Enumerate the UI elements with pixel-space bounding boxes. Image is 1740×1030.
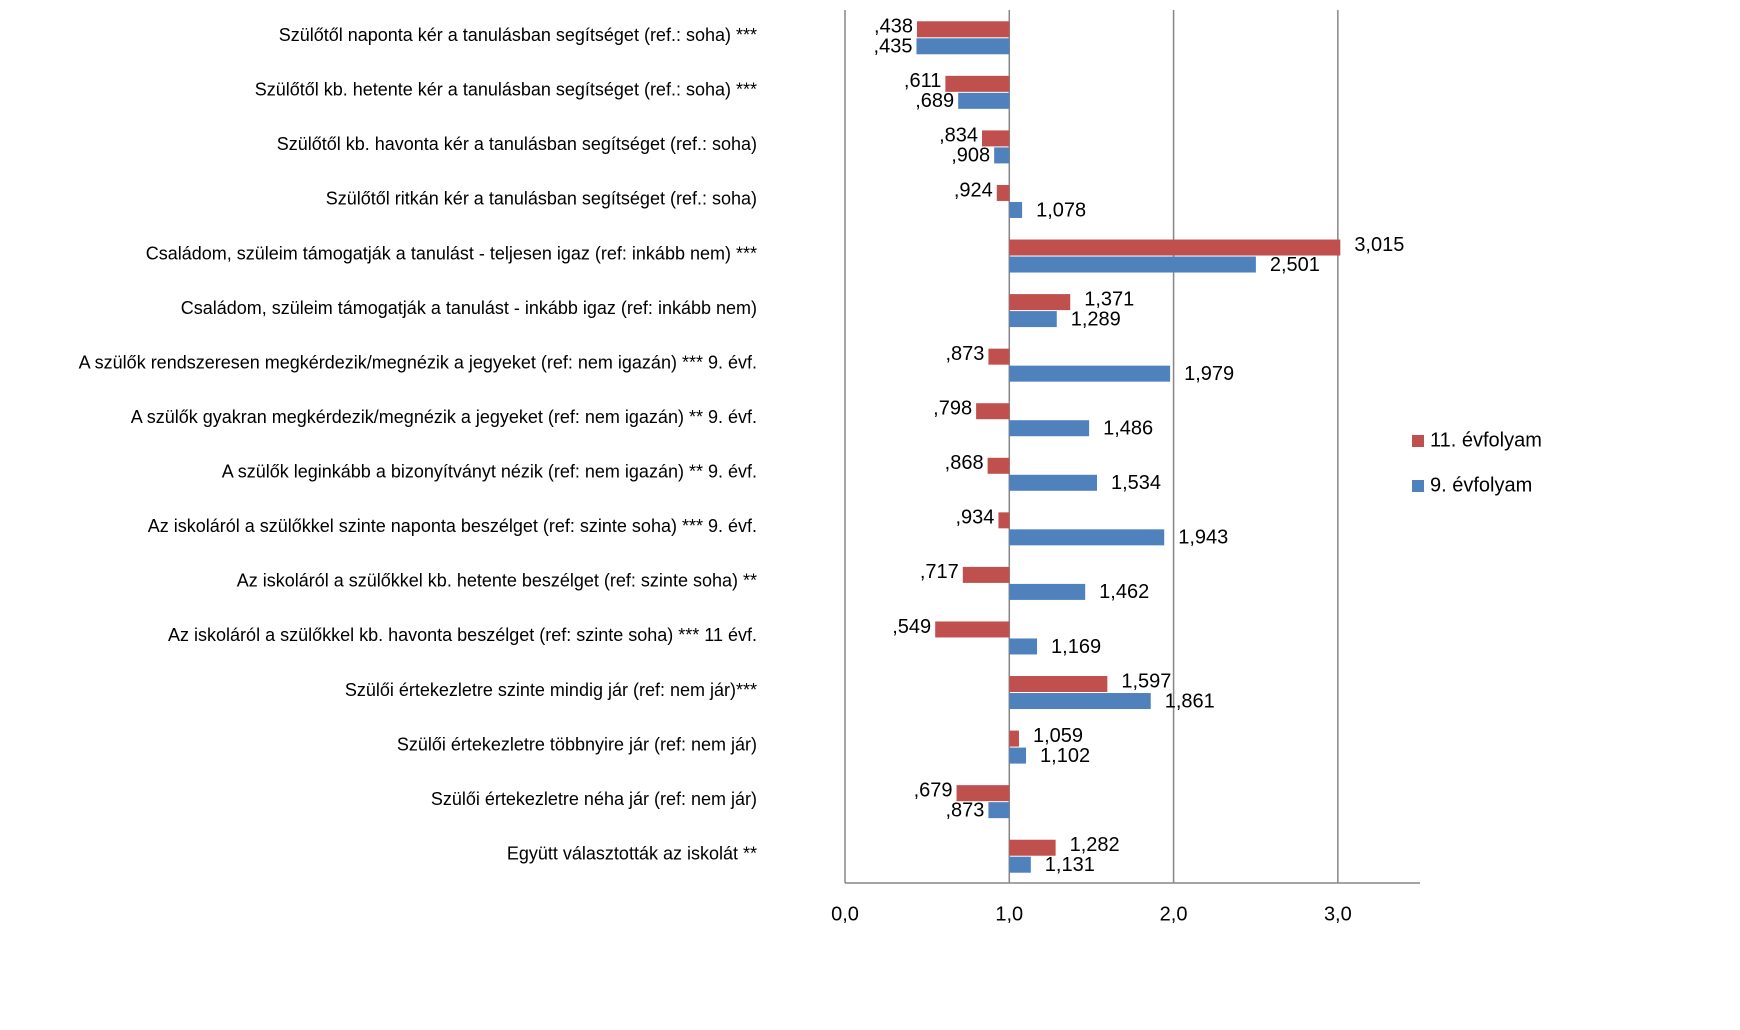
value-label: ,679 bbox=[914, 779, 953, 801]
value-label: 1,486 bbox=[1103, 418, 1153, 440]
value-label: ,834 bbox=[939, 125, 978, 147]
value-label: 2,501 bbox=[1270, 254, 1320, 276]
bar bbox=[996, 184, 1010, 201]
bar bbox=[988, 802, 1010, 819]
y-tick-label: Szülőtől kb. hetente kér a tanulásban se… bbox=[255, 80, 757, 100]
bar bbox=[1009, 693, 1151, 710]
bar bbox=[956, 785, 1010, 802]
value-label: 1,943 bbox=[1178, 527, 1228, 549]
bar bbox=[1009, 730, 1019, 747]
x-tick-label: 0,0 bbox=[831, 903, 859, 925]
x-tick-label: 1,0 bbox=[995, 903, 1023, 925]
bar bbox=[916, 38, 1010, 55]
y-tick-label: Szülőtől kb. havonta kér a tanulásban se… bbox=[277, 134, 757, 154]
bar bbox=[962, 566, 1010, 583]
bar bbox=[1009, 420, 1090, 437]
bar bbox=[1009, 474, 1098, 491]
value-label: 1,371 bbox=[1084, 288, 1134, 310]
bar bbox=[916, 21, 1010, 38]
legend-swatch bbox=[1412, 480, 1424, 492]
value-label: 1,169 bbox=[1051, 636, 1101, 658]
y-tick-label: Az iskoláról a szülőkkel szinte naponta … bbox=[148, 516, 757, 536]
y-tick-label: Családom, szüleim támogatják a tanulást … bbox=[181, 298, 757, 318]
x-tick-label: 3,0 bbox=[1324, 903, 1352, 925]
bar bbox=[1009, 529, 1165, 546]
value-label: ,908 bbox=[951, 145, 990, 167]
bar bbox=[1009, 583, 1086, 600]
value-label: 1,462 bbox=[1099, 581, 1149, 603]
value-label: ,717 bbox=[920, 561, 959, 583]
value-label: ,798 bbox=[933, 398, 972, 420]
y-tick-label: Szülőtől naponta kér a tanulásban segíts… bbox=[279, 25, 757, 45]
bar bbox=[935, 621, 1010, 638]
value-label: 1,289 bbox=[1071, 308, 1121, 330]
bar bbox=[1009, 365, 1171, 382]
legend-label: 11. évfolyam bbox=[1430, 429, 1542, 451]
y-tick-label: Családom, szüleim támogatják a tanulást … bbox=[146, 243, 757, 263]
value-label: 1,078 bbox=[1036, 199, 1086, 221]
value-label: 1,534 bbox=[1111, 472, 1161, 494]
value-label: ,873 bbox=[945, 343, 984, 365]
bar bbox=[994, 147, 1010, 164]
bar bbox=[1009, 839, 1056, 856]
value-label: 3,015 bbox=[1354, 234, 1404, 256]
bar bbox=[976, 403, 1010, 420]
value-label: ,435 bbox=[874, 36, 913, 58]
y-tick-label: Együtt választották az iskolát ** bbox=[507, 843, 757, 863]
y-tick-label: Az iskoláról a szülőkkel kb. havonta bes… bbox=[168, 625, 757, 645]
value-label: ,549 bbox=[892, 616, 931, 638]
value-label: 1,282 bbox=[1070, 834, 1120, 856]
value-label: ,689 bbox=[915, 90, 954, 112]
bar bbox=[1009, 256, 1256, 273]
value-label: ,924 bbox=[954, 179, 993, 201]
value-label: ,611 bbox=[904, 70, 941, 92]
bar bbox=[945, 75, 1010, 92]
bar bbox=[1009, 856, 1031, 873]
value-label: 1,861 bbox=[1165, 690, 1215, 712]
bar bbox=[1009, 676, 1108, 693]
bar bbox=[1009, 311, 1057, 328]
bar bbox=[1009, 638, 1038, 655]
value-label: 1,059 bbox=[1033, 725, 1083, 747]
value-label: ,438 bbox=[874, 16, 913, 38]
value-label: ,873 bbox=[945, 799, 984, 821]
bar bbox=[1009, 747, 1027, 764]
value-label: 1,979 bbox=[1184, 363, 1234, 385]
value-label: 1,102 bbox=[1040, 745, 1090, 767]
bar bbox=[987, 457, 1010, 474]
bar bbox=[988, 348, 1010, 365]
x-tick-label: 2,0 bbox=[1160, 903, 1188, 925]
value-label: 1,597 bbox=[1121, 670, 1171, 692]
y-tick-label: Az iskoláról a szülőkkel kb. hetente bes… bbox=[237, 571, 757, 591]
bar bbox=[1009, 201, 1023, 218]
legend-swatch bbox=[1412, 435, 1424, 447]
bar bbox=[1009, 239, 1341, 256]
bar bbox=[958, 92, 1010, 109]
y-tick-label: A szülők gyakran megkérdezik/megnézik a … bbox=[131, 407, 757, 427]
y-tick-label: Szülői értekezletre többnyire jár (ref: … bbox=[397, 734, 757, 754]
bar bbox=[982, 130, 1010, 147]
y-tick-label: Szülői értekezletre szinte mindig jár (r… bbox=[345, 680, 757, 700]
value-label: 1,131 bbox=[1045, 854, 1095, 876]
legend-label: 9. évfolyam bbox=[1430, 474, 1532, 496]
bar bbox=[1009, 294, 1071, 311]
bar bbox=[998, 512, 1010, 529]
y-tick-label: Szülői értekezletre néha jár (ref: nem j… bbox=[431, 789, 757, 809]
y-tick-label: Szülőtől ritkán kér a tanulásban segítsé… bbox=[326, 189, 757, 209]
y-tick-label: A szülők leginkább a bizonyítványt nézik… bbox=[222, 462, 757, 482]
value-label: ,934 bbox=[956, 507, 995, 529]
value-label: ,868 bbox=[945, 452, 984, 474]
y-tick-label: A szülők rendszeresen megkérdezik/megnéz… bbox=[79, 352, 757, 372]
